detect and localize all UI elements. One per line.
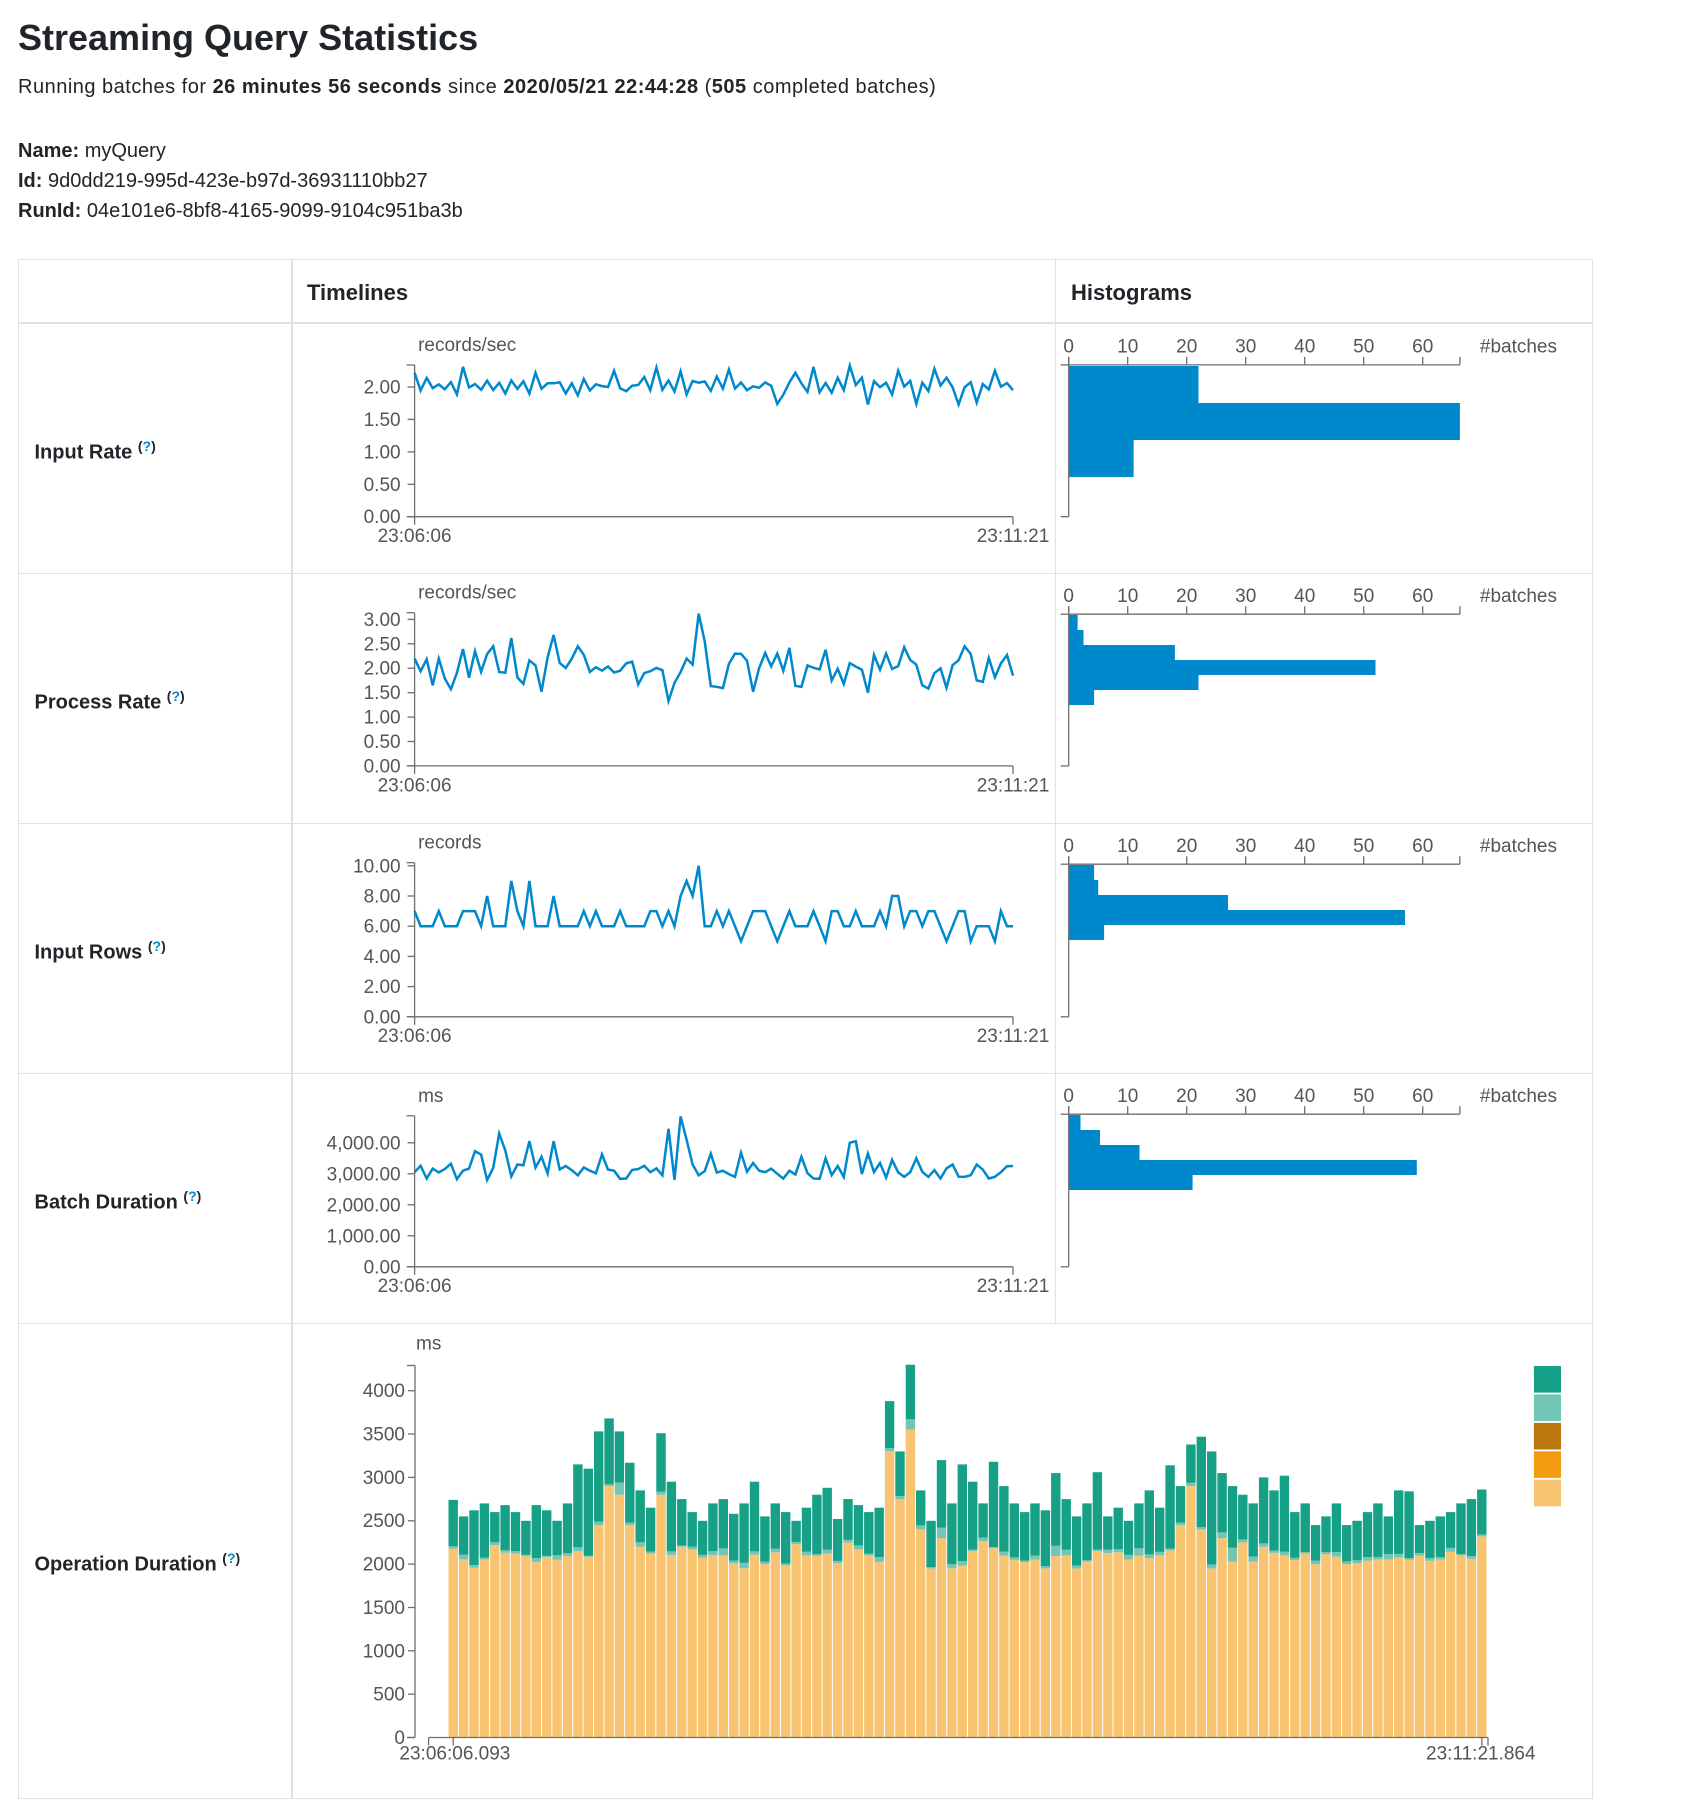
svg-text:0.00: 0.00 bbox=[364, 1007, 401, 1028]
svg-text:1.00: 1.00 bbox=[364, 708, 401, 729]
svg-text:23:11:21: 23:11:21 bbox=[977, 775, 1050, 796]
svg-text:2,000.00: 2,000.00 bbox=[327, 1195, 401, 1216]
svg-text:1.50: 1.50 bbox=[364, 683, 401, 704]
svg-text:60: 60 bbox=[1412, 836, 1433, 857]
svg-text:2.00: 2.00 bbox=[364, 977, 401, 998]
svg-text:1.50: 1.50 bbox=[364, 410, 401, 431]
svg-text:0.50: 0.50 bbox=[364, 732, 401, 753]
svg-text:6.00: 6.00 bbox=[364, 917, 401, 938]
svg-text:ms: ms bbox=[416, 1334, 441, 1355]
svg-text:3.00: 3.00 bbox=[364, 610, 401, 631]
svg-text:60: 60 bbox=[1412, 586, 1433, 607]
svg-text:20: 20 bbox=[1176, 836, 1197, 857]
svg-text:50: 50 bbox=[1353, 1086, 1374, 1107]
svg-text:23:11:21: 23:11:21 bbox=[977, 1276, 1050, 1297]
svg-text:4.00: 4.00 bbox=[364, 947, 401, 968]
svg-text:3500: 3500 bbox=[363, 1425, 405, 1446]
svg-text:10: 10 bbox=[1117, 836, 1138, 857]
svg-text:20: 20 bbox=[1176, 586, 1197, 607]
svg-text:0.00: 0.00 bbox=[364, 756, 401, 777]
svg-text:23:11:21: 23:11:21 bbox=[977, 526, 1050, 547]
svg-text:#batches: #batches bbox=[1480, 586, 1557, 607]
svg-text:40: 40 bbox=[1294, 586, 1315, 607]
svg-text:23:06:06.093: 23:06:06.093 bbox=[399, 1744, 510, 1765]
svg-text:50: 50 bbox=[1353, 836, 1374, 857]
svg-text:1500: 1500 bbox=[363, 1598, 405, 1619]
svg-text:30: 30 bbox=[1235, 836, 1256, 857]
svg-text:2.00: 2.00 bbox=[364, 659, 401, 680]
svg-text:0: 0 bbox=[394, 1728, 405, 1749]
svg-text:0.00: 0.00 bbox=[364, 507, 401, 528]
svg-text:20: 20 bbox=[1176, 1086, 1197, 1107]
svg-text:records: records bbox=[418, 833, 481, 854]
svg-text:20: 20 bbox=[1176, 337, 1197, 358]
svg-text:40: 40 bbox=[1294, 836, 1315, 857]
svg-text:1.00: 1.00 bbox=[364, 442, 401, 463]
svg-text:ms: ms bbox=[418, 1086, 443, 1107]
svg-text:60: 60 bbox=[1412, 337, 1433, 358]
svg-text:10: 10 bbox=[1117, 1086, 1138, 1107]
svg-text:30: 30 bbox=[1235, 1086, 1256, 1107]
svg-text:4000: 4000 bbox=[363, 1381, 405, 1402]
svg-text:records/sec: records/sec bbox=[418, 335, 516, 356]
svg-text:2500: 2500 bbox=[363, 1511, 405, 1532]
svg-text:0.00: 0.00 bbox=[364, 1257, 401, 1278]
svg-text:23:06:06: 23:06:06 bbox=[378, 1026, 452, 1047]
svg-text:3000: 3000 bbox=[363, 1468, 405, 1489]
svg-text:23:06:06: 23:06:06 bbox=[378, 1276, 452, 1297]
svg-text:10: 10 bbox=[1117, 337, 1138, 358]
svg-text:0: 0 bbox=[1063, 836, 1074, 857]
svg-text:0: 0 bbox=[1063, 337, 1074, 358]
svg-text:40: 40 bbox=[1294, 1086, 1315, 1107]
svg-text:3,000.00: 3,000.00 bbox=[327, 1164, 401, 1185]
svg-text:1000: 1000 bbox=[363, 1641, 405, 1662]
svg-text:23:11:21: 23:11:21 bbox=[977, 1026, 1050, 1047]
svg-text:60: 60 bbox=[1412, 1086, 1433, 1107]
svg-text:#batches: #batches bbox=[1480, 1086, 1557, 1107]
svg-text:23:06:06: 23:06:06 bbox=[378, 775, 452, 796]
svg-text:50: 50 bbox=[1353, 586, 1374, 607]
svg-text:10: 10 bbox=[1117, 586, 1138, 607]
svg-text:8.00: 8.00 bbox=[364, 887, 401, 908]
svg-text:40: 40 bbox=[1294, 337, 1315, 358]
svg-text:records/sec: records/sec bbox=[418, 583, 516, 604]
svg-text:23:11:21.864: 23:11:21.864 bbox=[1426, 1744, 1536, 1765]
svg-text:30: 30 bbox=[1235, 337, 1256, 358]
svg-text:50: 50 bbox=[1353, 337, 1374, 358]
svg-text:4,000.00: 4,000.00 bbox=[327, 1133, 401, 1154]
svg-text:30: 30 bbox=[1235, 586, 1256, 607]
svg-text:2.00: 2.00 bbox=[364, 378, 401, 399]
svg-text:10.00: 10.00 bbox=[353, 856, 401, 877]
svg-text:2.50: 2.50 bbox=[364, 634, 401, 655]
svg-text:1,000.00: 1,000.00 bbox=[327, 1226, 401, 1247]
svg-text:0: 0 bbox=[1063, 1086, 1074, 1107]
svg-text:#batches: #batches bbox=[1480, 337, 1557, 358]
svg-text:0: 0 bbox=[1063, 586, 1074, 607]
svg-text:2000: 2000 bbox=[363, 1555, 405, 1576]
svg-text:500: 500 bbox=[373, 1685, 405, 1706]
svg-text:0.50: 0.50 bbox=[364, 475, 401, 496]
svg-text:#batches: #batches bbox=[1480, 836, 1557, 857]
svg-text:23:06:06: 23:06:06 bbox=[378, 526, 452, 547]
